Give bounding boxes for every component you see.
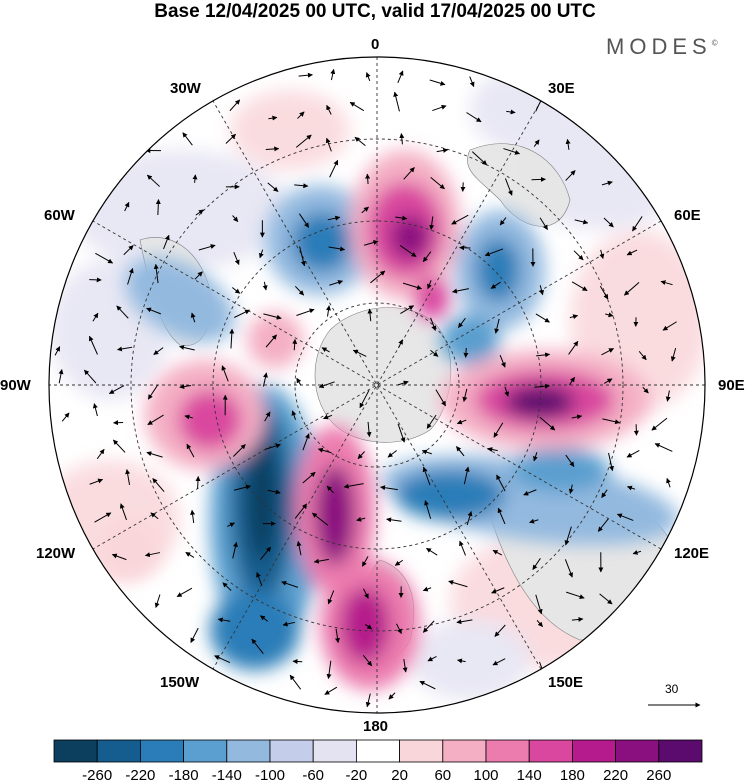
colorbar-swatch	[529, 740, 572, 762]
colorbar-tick-label: 260	[646, 767, 671, 784]
map-disc	[40, 50, 720, 730]
colorbar-tick-label: -220	[125, 767, 155, 784]
lon-label-0: 0	[371, 36, 379, 53]
colorbar-swatch	[659, 740, 702, 762]
colorbar-swatch	[486, 740, 529, 762]
colorbar-swatch	[356, 740, 399, 762]
colorbar-swatch	[270, 740, 313, 762]
colorbar-tick-label: -260	[82, 767, 112, 784]
colorbar-tick-label: 100	[473, 767, 498, 784]
colorbar-tick-label: 20	[391, 767, 408, 784]
lon-label-30w: 30W	[170, 80, 201, 97]
wind-arrow	[466, 348, 467, 357]
colorbar-swatch	[97, 740, 140, 762]
lon-label-30e: 30E	[548, 80, 575, 97]
colorbar-tick-label: 220	[603, 767, 628, 784]
colorbar-tick-label: -100	[255, 767, 285, 784]
wind-arrow	[532, 179, 546, 180]
lon-label-150w: 150W	[160, 674, 199, 691]
colorbar-tick-label: -20	[346, 767, 368, 784]
colorbar-tick-label: -140	[212, 767, 242, 784]
colorbar-tick-label: 180	[560, 767, 585, 784]
lon-label-120w: 120W	[36, 545, 75, 562]
colorbar-swatch	[140, 740, 183, 762]
lon-label-120e: 120E	[674, 545, 709, 562]
lon-label-60w: 60W	[44, 207, 75, 224]
colorbar-swatch	[616, 740, 659, 762]
colorbar-tick-label: -60	[302, 767, 324, 784]
colorbar-tick-label: -180	[169, 767, 199, 784]
colorbar-swatch	[184, 740, 227, 762]
lon-label-90e: 90E	[718, 377, 745, 394]
wind-scale-label: 30	[665, 682, 678, 696]
lon-label-90w: 90W	[0, 377, 31, 394]
lon-label-150e: 150E	[548, 674, 583, 691]
colorbar-swatch	[313, 740, 356, 762]
colorbar-swatch	[572, 740, 615, 762]
wind-arrow	[158, 200, 159, 215]
colorbar-swatch	[54, 740, 97, 762]
lon-label-60e: 60E	[674, 207, 701, 224]
colorbar-swatch	[400, 740, 443, 762]
colorbar-tick-label: 60	[434, 767, 451, 784]
antarctica	[315, 308, 451, 443]
colorbar-swatch	[443, 740, 486, 762]
colorbar	[54, 740, 702, 762]
lon-label-180: 180	[363, 718, 388, 735]
colorbar-swatch	[227, 740, 270, 762]
wind-arrow	[198, 477, 199, 489]
colorbar-tick-label: 140	[517, 767, 542, 784]
